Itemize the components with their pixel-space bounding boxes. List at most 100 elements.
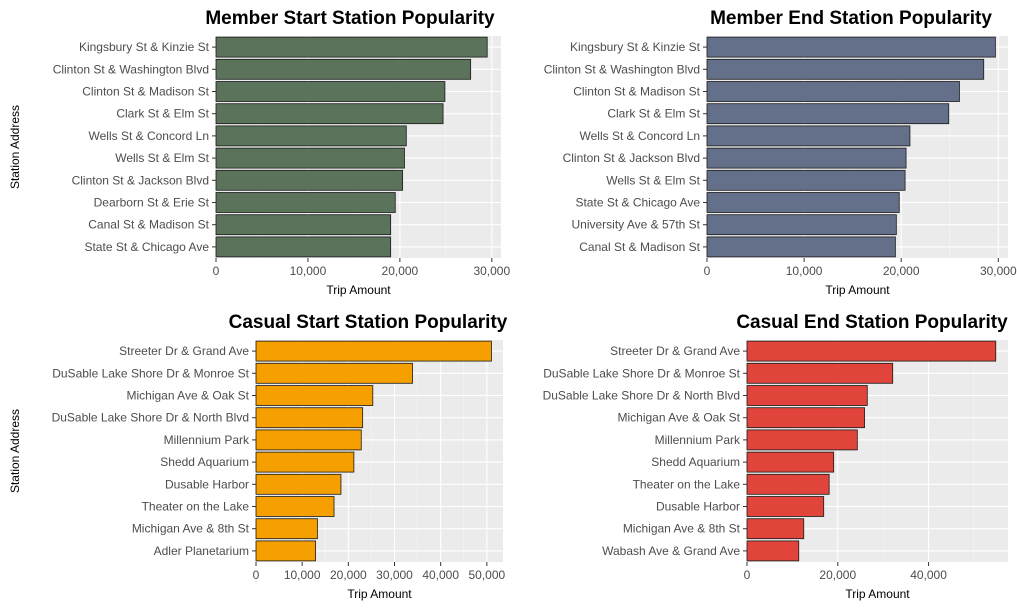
chart-casual-end: Streeter Dr & Grand Ave DuSable Lake Shor… [543,312,1009,601]
bar [255,451,355,473]
bar [746,429,858,451]
y-tick-label: Wells St & Concord Ln [89,129,210,143]
y-tick-label: Dearborn St & Erie St [94,196,210,210]
bar [706,214,897,236]
x-tick-label: 0 [704,264,711,278]
bar [746,540,800,562]
y-tick-label: Clinton St & Washington Blvd [53,62,209,76]
x-tick-label: 20,000 [330,568,367,582]
x-tick-label: 40,000 [422,568,459,582]
y-tick-label: Streeter Dr & Grand Ave [610,344,740,358]
bar [706,81,960,102]
chart-title: Casual Start Station Popularity [229,312,508,333]
y-tick-label: Michigan Ave & Oak St [126,389,249,403]
bar [255,496,335,517]
bar [746,340,997,362]
chart-title: Casual End Station Popularity [736,312,1008,333]
x-axis-label: Trip Amount [326,283,391,297]
bar [215,36,488,58]
y-tick-label: Michigan Ave & Oak St [617,411,740,425]
y-tick-label: Clark St & Elm St [607,107,700,121]
y-tick-label: Clark St & Elm St [116,107,209,121]
bar [255,540,316,562]
bar [746,407,865,429]
y-tick-label: DuSable Lake Shore Dr & North Blvd [543,389,740,403]
bar [255,340,492,362]
bar [746,451,835,473]
chart-title: Member Start Station Popularity [205,8,495,29]
y-tick-label: State St & Chicago Ave [575,196,700,210]
chart-member-end: Kingsbury St & Kinzie St Clinton St & Was… [544,8,1017,297]
bar [215,125,407,147]
x-axis-label: Trip Amount [845,587,910,601]
y-tick-label: Clinton St & Jackson Blvd [72,173,209,187]
y-tick-label: Millennium Park [164,433,250,447]
y-tick-label: Adler Planetarium [154,544,249,558]
y-tick-label: Clinton St & Madison St [573,85,700,99]
y-tick-label: Kingsbury St & Kinzie St [570,40,701,54]
x-tick-label: 40,000 [910,568,947,582]
y-tick-label: Kingsbury St & Kinzie St [79,40,210,54]
y-tick-label: DuSable Lake Shore Dr & Monroe St [52,366,249,380]
bar [706,103,950,125]
bar [255,362,413,384]
x-tick-label: 30,000 [980,264,1017,278]
bar [255,385,374,406]
x-tick-label: 50,000 [468,568,505,582]
bar [706,236,896,258]
x-axis-label: Trip Amount [347,587,412,601]
y-tick-label: State St & Chicago Ave [84,240,209,254]
x-tick-label: 0 [744,568,751,582]
y-tick-label: Streeter Dr & Grand Ave [119,344,249,358]
bar [255,429,362,451]
x-tick-label: 30,000 [376,568,413,582]
bar [215,58,472,80]
y-tick-label: Michigan Ave & 8th St [623,522,741,536]
bar [255,407,364,429]
x-axis-label: Trip Amount [825,283,890,297]
bar [706,58,985,80]
bar [746,518,805,540]
bar [215,147,405,169]
y-tick-label: Theater on the Lake [633,477,741,491]
y-tick-label: DuSable Lake Shore Dr & North Blvd [52,411,249,425]
y-tick-label: Clinton St & Jackson Blvd [563,151,700,165]
chart-casual-start: Streeter Dr & Grand Ave DuSable Lake Shor… [8,312,508,601]
bar [746,362,894,384]
y-tick-label: University Ave & 57th St [571,218,700,232]
x-tick-label: 10,000 [290,264,327,278]
bar [706,125,911,147]
y-tick-label: Michigan Ave & 8th St [132,522,250,536]
x-tick-label: 10,000 [284,568,321,582]
y-tick-label: Millennium Park [655,433,741,447]
bar [215,169,404,191]
x-tick-label: 0 [213,264,220,278]
x-tick-label: 20,000 [883,264,920,278]
bar [706,192,900,213]
bar [746,473,830,495]
y-tick-label: Dusable Harbor [656,500,740,514]
y-tick-label: Canal St & Madison St [579,240,700,254]
bar [215,103,444,125]
x-tick-label: 20,000 [382,264,419,278]
chart-title: Member End Station Popularity [710,8,992,29]
x-tick-label: 30,000 [473,264,510,278]
y-tick-label: Shedd Aquarium [651,455,740,469]
bar [706,36,996,58]
x-tick-label: 10,000 [786,264,823,278]
y-tick-label: Canal St & Madison St [88,218,209,232]
y-tick-label: Wells St & Elm St [115,151,209,165]
bar [746,385,868,406]
y-axis-label: Station Address [8,409,22,493]
bar [255,518,318,540]
y-tick-label: Wells St & Concord Ln [580,129,701,143]
y-tick-label: Clinton St & Madison St [82,85,209,99]
y-tick-label: DuSable Lake Shore Dr & Monroe St [543,366,740,380]
x-tick-label: 20,000 [819,568,856,582]
bar [215,214,392,236]
chart-member-start: Kingsbury St & Kinzie St Clinton St & Was… [8,8,510,297]
y-tick-label: Clinton St & Washington Blvd [544,62,700,76]
y-tick-label: Wabash Ave & Grand Ave [602,544,740,558]
bar [746,496,825,517]
